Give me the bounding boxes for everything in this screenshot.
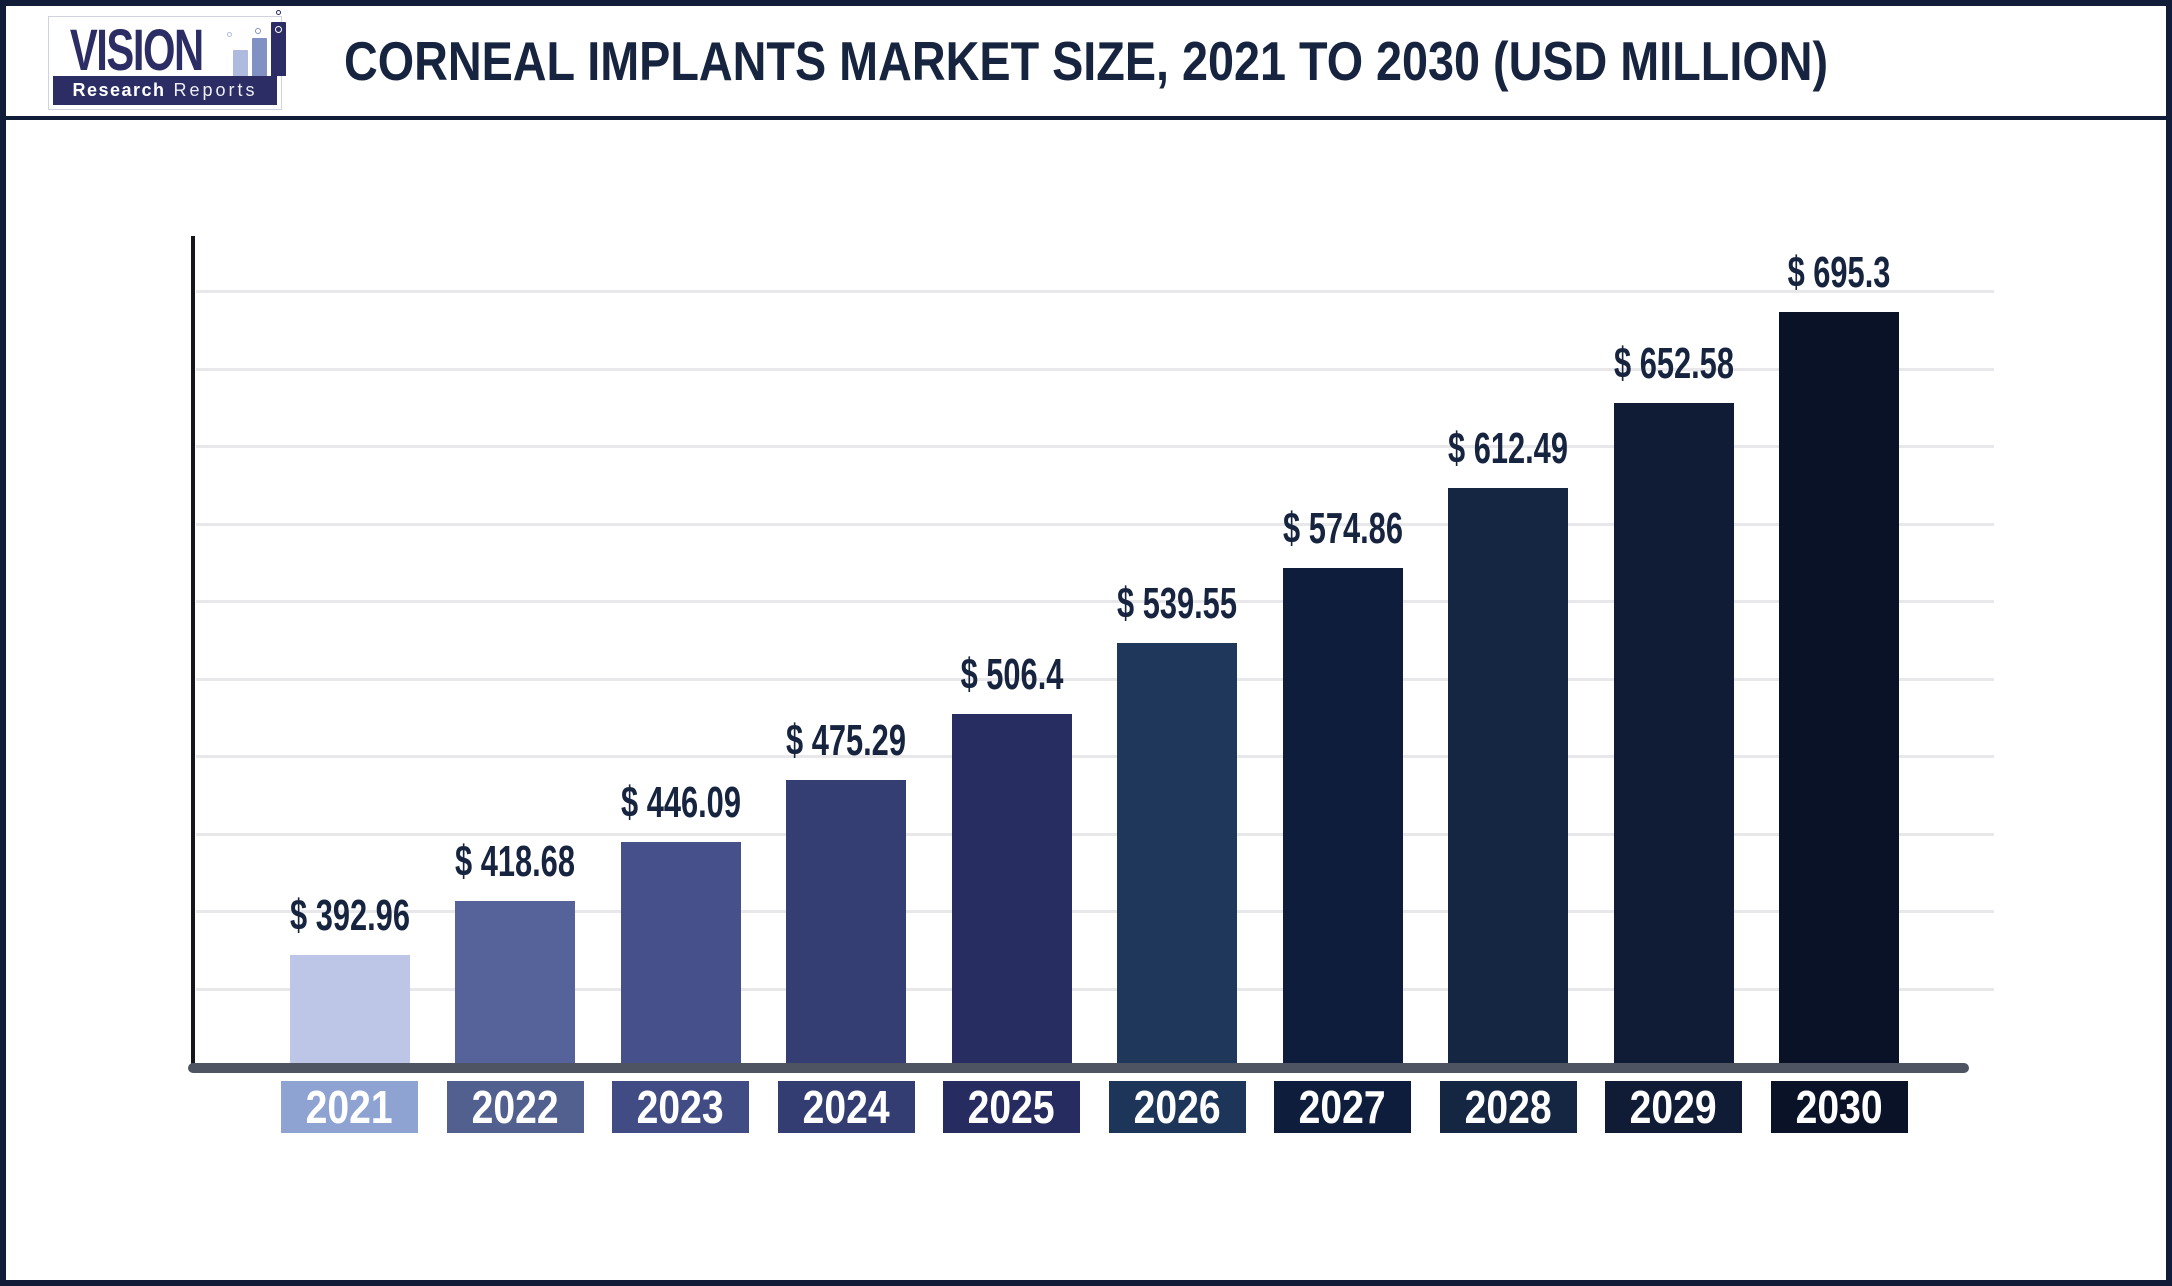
bar-2025 [951,714,1072,1068]
x-tick-label: 2022 [471,1081,559,1133]
gridline [196,755,1994,758]
x-tick-label: 2029 [1630,1081,1717,1133]
gridline [196,677,1994,681]
gridline [196,445,1994,448]
x-tick-label: 2026 [1133,1081,1221,1133]
logo-bubble-icon [274,26,282,33]
bar-2026 [1117,643,1237,1068]
logo-bubble-icon [275,10,281,15]
gridline [196,522,1994,526]
logo-bubble-icon [254,28,261,34]
x-tick-label: 2025 [968,1081,1055,1133]
gridline [196,600,1994,603]
value-label-2029: $ 652.58 [1613,339,1734,388]
x-tick-label: 2024 [802,1081,890,1133]
x-tick-label: 2023 [637,1081,724,1133]
logo-subtitle-research: Research [72,80,166,100]
bar-chart: $ 392.96 $ 418.68 $ 446.09 $ 475.29 $ 506.4 $… [6,126,2166,1280]
logo-bar-dark [270,10,286,76]
bar-2028 [1448,488,1568,1068]
x-tick-label: 2030 [1795,1081,1883,1133]
logo-bubble-icon [226,32,232,37]
bar-2027 [1282,568,1403,1068]
x-tick-2030: 2030 [1770,1081,1908,1133]
x-axis-baseline [188,1063,1969,1073]
x-tick-2022: 2022 [446,1081,584,1133]
gridline [196,290,1994,293]
page-title: CORNEAL IMPLANTS MARKET SIZE, 2021 TO 20… [343,30,1829,92]
x-tick-2027: 2027 [1274,1081,1411,1133]
x-tick-2026: 2026 [1108,1081,1246,1133]
x-tick-label: 2021 [306,1081,393,1133]
logo-subtitle-reports: Reports [173,80,258,100]
value-label-2030: $ 695.3 [1787,248,1891,297]
x-tick-2028: 2028 [1439,1081,1577,1133]
logo-subtitle-band: Research Reports [53,76,277,105]
bar-2023 [620,842,741,1068]
x-tick-2029: 2029 [1605,1081,1742,1133]
x-tick-2021: 2021 [281,1081,418,1133]
logo-top: VISION [53,10,286,83]
x-tick-label: 2027 [1299,1081,1386,1133]
x-axis-row: 2021 2022 2023 2024 2025 2026 2027 2028 2029 2030 [194,1081,1994,1133]
logo-wordmark: VISION [70,17,204,83]
vision-research-reports-logo: VISION Research Repor [48,10,286,110]
plot-area: $ 392.96 $ 418.68 $ 446.09 $ 475.29 $ 506.4 $… [188,236,1994,1073]
value-label-2024: $ 475.29 [786,716,906,765]
logo-bar-chart-icon [226,10,286,76]
header: VISION Research Repor [6,6,2166,120]
y-axis-line [191,236,195,1072]
bar-2022 [455,901,575,1068]
value-label-2021: $ 392.96 [289,891,410,940]
bar-2024 [786,780,906,1068]
x-tick-label: 2028 [1464,1081,1552,1133]
bar-2021 [289,955,410,1068]
logo-bar-mid [251,28,267,76]
x-tick-2023: 2023 [612,1081,749,1133]
value-label-2023: $ 446.09 [620,778,741,827]
bar-2030 [1779,312,1899,1068]
value-label-2027: $ 574.86 [1282,504,1403,553]
value-label-2022: $ 418.68 [455,837,575,886]
x-tick-2025: 2025 [943,1081,1080,1133]
gridline [196,832,1994,836]
x-tick-2024: 2024 [777,1081,915,1133]
value-label-2025: $ 506.4 [960,650,1063,699]
value-label-2026: $ 539.55 [1117,579,1237,628]
value-label-2028: $ 612.49 [1448,424,1568,473]
gridline [196,910,1994,913]
logo-bubble-icon [282,2,286,6]
logo-bar-light [226,32,248,76]
gridline [196,987,1994,991]
gridline [196,367,1994,371]
bar-2029 [1613,403,1734,1068]
